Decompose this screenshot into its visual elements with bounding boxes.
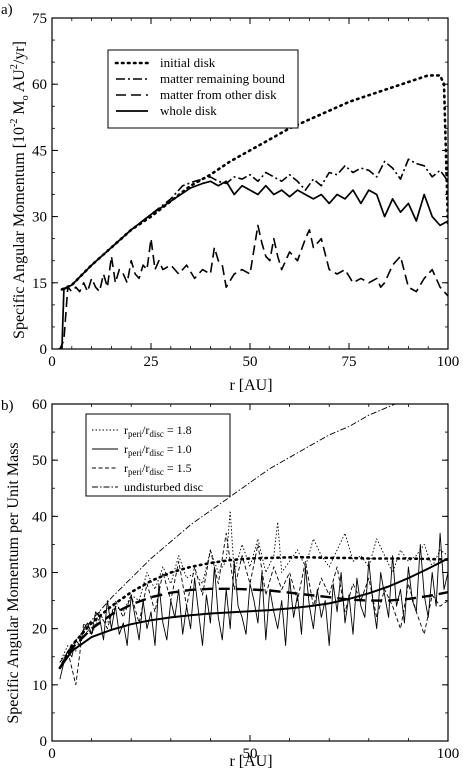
- x-tick-label: 100: [437, 354, 460, 370]
- legend-label-subscript: peri: [128, 467, 142, 477]
- panel-b-x-axis-title: r [AU]: [229, 753, 272, 770]
- panel-a-ylabel-sub: o: [20, 95, 31, 100]
- panel-a-ylabel-prefix: Specific Angular Momentum [10: [11, 127, 28, 339]
- x-tick-label: 0: [48, 354, 56, 370]
- panel-a-label: a): [1, 2, 13, 18]
- panel-b-y-axis-title: Specific Angular Momentum per Unit Mass: [5, 442, 22, 723]
- legend-label-part: = 1.0: [164, 442, 192, 456]
- series-line-fit-4: [58, 555, 448, 670]
- panel-a-ylabel-suffix: /yr]: [11, 41, 28, 64]
- y-tick-label: 50: [32, 453, 47, 469]
- panel-a-y-axis-title: Specific Angular Momentum [10-2 Mo AU2/y…: [9, 41, 31, 339]
- legend-box: [85, 413, 231, 497]
- y-tick-label: 30: [32, 566, 47, 582]
- plot-area: 0 15 30 45 60 75 0 25 50 75 100: [32, 11, 459, 370]
- x-tick-label: 100: [437, 746, 460, 762]
- legend-label-part: = 1.5: [164, 461, 192, 475]
- panel-a-x-axis-title: r [AU]: [229, 377, 272, 394]
- x-tick-label: 75: [342, 354, 357, 370]
- y-tick-label: 45: [32, 143, 47, 159]
- legend-label: whole disk: [160, 103, 217, 118]
- series-group: [58, 404, 448, 686]
- legend-label-part: undisturbed disc: [124, 480, 203, 494]
- legend-label-subscript: disc: [149, 429, 164, 439]
- series-line-matter-remaining-bound: [61, 158, 448, 291]
- x-tick-label: 0: [48, 746, 56, 762]
- legend-label-part: r: [124, 442, 128, 456]
- panel-a-ylabel-exp2: 2: [9, 64, 20, 69]
- legend-label: matter from other disk: [160, 87, 277, 102]
- legend-label-part: = 1.8: [164, 423, 192, 437]
- legend-label-part: r: [124, 423, 128, 437]
- legend-label: initial disk: [160, 55, 216, 70]
- y-tick-label: 75: [32, 11, 47, 27]
- legend-label-part: /r: [142, 423, 149, 437]
- x-tick-label: 50: [243, 746, 258, 762]
- y-tick-label: 60: [32, 397, 47, 413]
- series-line-undisturbed-disc: [59, 404, 397, 663]
- legend-label: rperi/rdisc = 1.0: [124, 442, 192, 458]
- y-tick-label: 0: [40, 734, 48, 750]
- series-line-r-peri-r-disc-1-0: [59, 532, 448, 680]
- legend-label: matter remaining bound: [160, 71, 285, 86]
- legend-label: rperi/rdisc = 1.8: [124, 423, 192, 439]
- series-line-fit-5: [58, 587, 448, 669]
- series-line-matter-from-other-disk: [57, 224, 448, 349]
- series-group: [57, 74, 448, 349]
- legend-label-part: /r: [142, 442, 149, 456]
- y-tick-label: 20: [32, 622, 47, 638]
- legend-label-subscript: peri: [128, 429, 142, 439]
- panel-a-ylabel-mid2: AU: [11, 69, 28, 96]
- legend-label-subscript: peri: [128, 448, 142, 458]
- y-tick-label: 0: [40, 342, 48, 358]
- y-tick-label: 40: [32, 509, 47, 525]
- legend-label: rperi/rdisc = 1.5: [124, 461, 192, 477]
- panel-b-label: b): [1, 398, 14, 414]
- panel-a-ylabel-exp1: -2: [9, 119, 20, 127]
- legend-label: undisturbed disc: [124, 480, 203, 494]
- panel-a-ylabel-mid: M: [11, 100, 28, 118]
- legend-label-part: /r: [142, 461, 149, 475]
- legend-label-subscript: disc: [149, 448, 164, 458]
- x-tick-label: 25: [144, 354, 159, 370]
- y-tick-label: 30: [32, 210, 47, 226]
- series-line-r-peri-r-disc-1-5: [59, 532, 448, 686]
- legend-label-part: r: [124, 461, 128, 475]
- series-line-fit-6: [59, 557, 448, 669]
- plot-area: 0 10 20 30 40 50 60 0 50 100: [32, 397, 460, 762]
- legend-label-subscript: disc: [149, 467, 164, 477]
- y-tick-label: 15: [32, 276, 47, 292]
- x-tick-label: 50: [243, 354, 258, 370]
- series-line-whole-disk: [61, 180, 448, 349]
- y-tick-label: 60: [32, 77, 47, 93]
- y-tick-label: 10: [32, 678, 47, 694]
